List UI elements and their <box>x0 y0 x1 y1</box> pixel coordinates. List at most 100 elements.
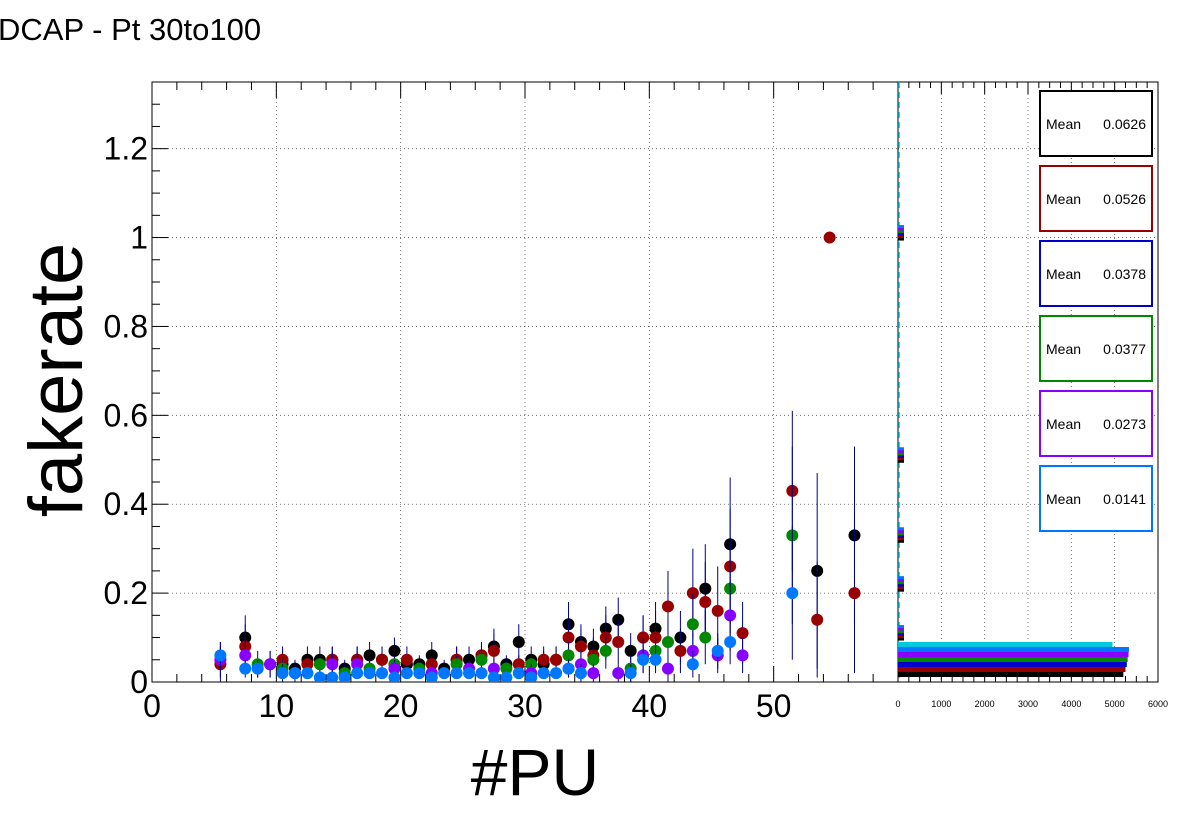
stat-box-value: 0.0141 <box>1103 491 1146 507</box>
side-edge-mark <box>898 454 904 458</box>
data-point <box>326 671 339 682</box>
data-point <box>724 609 737 622</box>
x-tick-label: 50 <box>756 688 792 724</box>
data-point <box>450 667 463 680</box>
data-point <box>239 662 252 675</box>
x-axis-label: #PU <box>471 735 599 809</box>
data-point <box>239 649 252 662</box>
data-point <box>512 658 525 671</box>
stat-box-value: 0.0377 <box>1103 341 1146 357</box>
data-point <box>612 636 625 648</box>
side-edge-mark <box>898 227 904 231</box>
side-x-tick-label: 0 <box>895 699 900 709</box>
data-point <box>487 671 500 682</box>
side-edge-mark <box>898 637 904 641</box>
data-point <box>351 658 364 671</box>
x-tick-label: 30 <box>507 688 543 724</box>
x-tick-label: 10 <box>259 688 295 724</box>
y-tick-label: 1 <box>130 220 148 256</box>
data-point <box>338 671 351 682</box>
data-point <box>475 667 488 680</box>
data-point <box>500 662 513 675</box>
data-point <box>425 671 438 682</box>
data-point <box>264 658 277 671</box>
data-point <box>313 671 326 682</box>
data-point <box>550 653 563 666</box>
data-layer <box>214 231 861 682</box>
data-point <box>574 640 587 653</box>
side-x-tick-label: 6000 <box>1148 699 1168 709</box>
side-bar <box>898 652 1129 657</box>
side-edge-mark <box>898 630 904 634</box>
y-tick-label: 0.6 <box>104 397 148 433</box>
data-point <box>363 667 376 680</box>
y-tick-label: 0.4 <box>104 486 148 522</box>
stat-box <box>1039 390 1153 457</box>
data-point <box>661 662 674 675</box>
side-edge-mark <box>898 237 904 241</box>
data-point <box>562 631 575 644</box>
data-point <box>612 667 625 680</box>
data-point <box>487 662 500 675</box>
stat-box-label: Mean <box>1046 491 1081 507</box>
stat-box-label: Mean <box>1046 341 1081 357</box>
side-bar <box>898 672 1124 677</box>
stat-box-label: Mean <box>1046 416 1081 432</box>
side-edge-mark <box>898 586 904 590</box>
side-edge-mark <box>898 539 904 543</box>
data-point <box>624 644 637 657</box>
data-point <box>661 636 674 648</box>
data-point <box>711 644 724 657</box>
side-edge-mark <box>898 529 904 533</box>
data-point <box>413 667 426 680</box>
side-edge-mark <box>898 632 904 636</box>
side-x-tick-label: 5000 <box>1105 699 1125 709</box>
stat-box <box>1039 90 1153 157</box>
data-point <box>736 649 749 662</box>
data-point <box>438 667 451 680</box>
side-edge-mark <box>898 578 904 582</box>
stat-box-label: Mean <box>1046 191 1081 207</box>
side-edge-mark <box>898 588 904 592</box>
side-edge-mark <box>898 576 904 580</box>
side-edge-mark <box>898 457 904 461</box>
side-edge-mark <box>898 230 904 234</box>
side-edge-mark <box>898 232 904 236</box>
data-point <box>550 667 563 680</box>
data-point <box>388 671 401 682</box>
data-point <box>637 653 650 666</box>
data-point <box>313 658 326 671</box>
data-point <box>587 653 600 666</box>
data-point <box>811 613 824 626</box>
side-bar <box>898 662 1127 667</box>
data-point <box>475 653 488 666</box>
side-edge-mark <box>898 452 904 456</box>
data-point <box>376 667 389 680</box>
data-point <box>525 671 538 682</box>
data-point <box>301 667 314 680</box>
side-edge-mark <box>898 581 904 585</box>
data-point <box>724 636 737 648</box>
side-edge-mark <box>898 635 904 639</box>
data-point <box>301 658 314 671</box>
data-point <box>376 653 389 666</box>
data-point <box>388 662 401 675</box>
stat-box-value: 0.0626 <box>1103 116 1146 132</box>
y-axis-label: fakerate <box>14 243 99 518</box>
data-point <box>649 653 662 666</box>
side-edge-mark <box>898 537 904 541</box>
data-point <box>699 596 712 608</box>
stat-box-label: Mean <box>1046 266 1081 282</box>
side-edge-mark <box>898 459 904 463</box>
data-point <box>487 644 500 657</box>
data-point <box>736 627 749 640</box>
side-x-tick-label: 3000 <box>1018 699 1038 709</box>
x-tick-label: 20 <box>383 688 419 724</box>
x-tick-label: 0 <box>143 688 161 724</box>
stat-box <box>1039 240 1153 307</box>
data-point <box>624 667 637 680</box>
side-edge-mark <box>898 527 904 531</box>
data-point <box>562 649 575 662</box>
data-point <box>537 667 550 680</box>
